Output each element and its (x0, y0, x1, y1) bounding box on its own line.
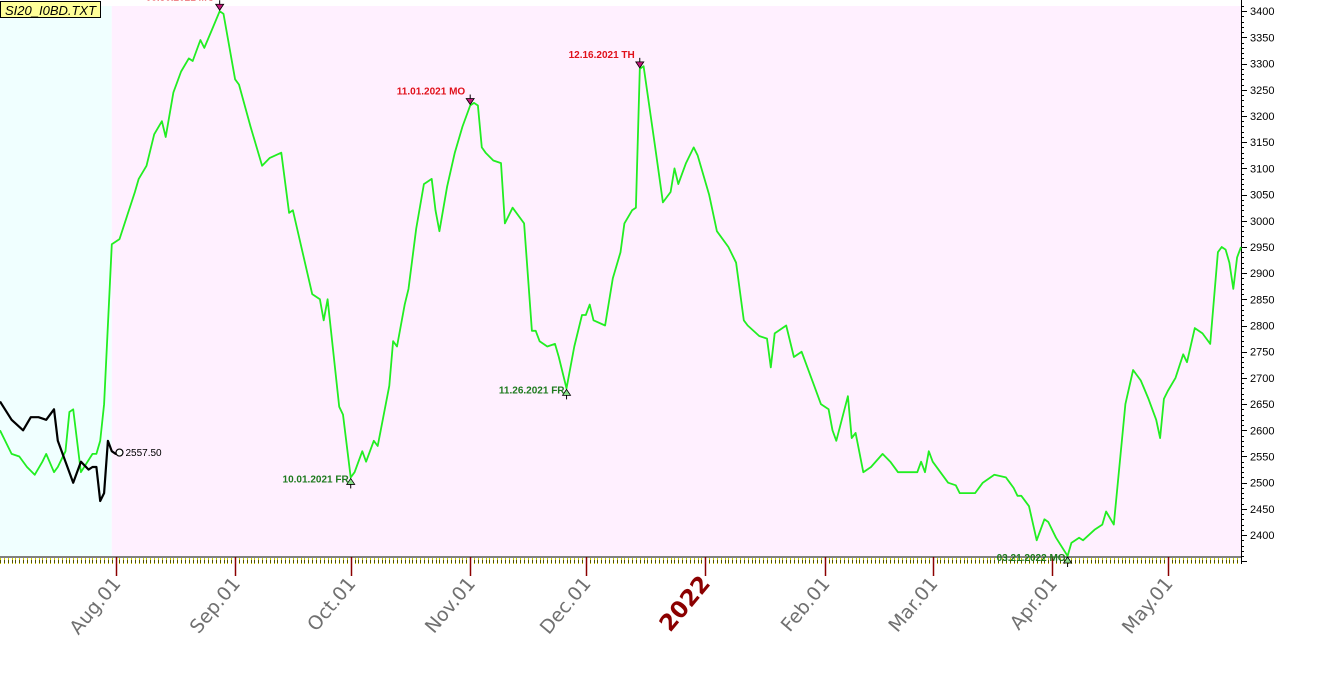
y-tick-label: 2600 (1250, 425, 1274, 437)
y-tick-label: 2950 (1250, 242, 1274, 254)
high-annotation-label: 12.16.2021 TH (569, 50, 635, 61)
x-tick-label: Dec.01 (536, 573, 596, 638)
y-tick-label: 2650 (1250, 399, 1274, 411)
shaded-region-0 (0, 6, 112, 556)
high-marker (214, 3, 225, 11)
x-axis-labels: Aug.01 Sep.01 Oct.01 Nov.01 Dec.01 2022 Feb.01… (65, 571, 1177, 639)
x-tick-label: Nov.01 (421, 573, 480, 638)
low-annotation-label: 11.26.2021 FR (499, 385, 565, 396)
shaded-region-1 (111, 6, 1241, 556)
y-tick-label: 3150 (1250, 137, 1274, 149)
series-lines: 2557.50 (0, 10, 1242, 557)
y-tick-label: 2850 (1250, 294, 1274, 306)
series-line-1 (0, 400, 120, 503)
y-tick-label: 2400 (1250, 530, 1274, 542)
x-tick-label: Sep.01 (186, 573, 245, 638)
y-tick-label: 3300 (1250, 59, 1274, 71)
low-annotation-label: 03.21.2022 MO (997, 553, 1066, 564)
y-tick-label: 2450 (1250, 504, 1274, 516)
y-tick-label: 3200 (1250, 111, 1274, 123)
x-tick-label: May.01 (1118, 573, 1178, 638)
x-tick-label: Mar.01 (884, 573, 942, 636)
y-tick-label: 3050 (1250, 190, 1274, 202)
x-tick-label: Apr.01 (1006, 573, 1062, 634)
y-tick-label: 2700 (1250, 373, 1274, 385)
y-tick-label: 2550 (1250, 451, 1274, 463)
x-tick-label: Oct.01 (303, 573, 360, 635)
y-tick-label: 2900 (1250, 268, 1274, 280)
x-tick-label: 2022 (655, 571, 716, 637)
y-tick-label: 2750 (1250, 347, 1274, 359)
high-annotation-label: 08.30.2021 MO (146, 0, 215, 3)
last-value-marker (115, 448, 124, 457)
y-tick-label: 3000 (1250, 216, 1274, 228)
annotations: 08.30.2021 MO 10.01.2021 FR 11.01.2021 MO 1… (146, 0, 1073, 567)
y-tick-label: 2500 (1250, 478, 1274, 490)
high-annotation-label: 11.01.2021 MO (397, 87, 466, 98)
y-tick-label: 3350 (1250, 32, 1274, 44)
low-annotation-label: 10.01.2021 FR (283, 474, 350, 485)
high-marker (635, 61, 645, 69)
y-tick-label: 3250 (1250, 85, 1274, 97)
file-name-label: SI20_I0BD.TXT (0, 1, 102, 18)
y-tick-label: 2800 (1250, 321, 1274, 333)
background-regions (0, 6, 1241, 556)
y-tick-label: 3400 (1250, 6, 1274, 18)
x-tick-label: Feb.01 (777, 573, 835, 636)
high-marker (465, 98, 475, 106)
last-value-label: 2557.50 (125, 448, 162, 459)
x-tick-label: Aug.01 (65, 573, 125, 639)
y-axis: 2400 2450 2500 2550 2600 2650 2700 2750 2800 2850… (1241, 0, 1274, 564)
y-tick-label: 3100 (1250, 163, 1274, 175)
x-axis-ticks (0, 556, 1242, 576)
series-line-0 (0, 10, 1242, 557)
